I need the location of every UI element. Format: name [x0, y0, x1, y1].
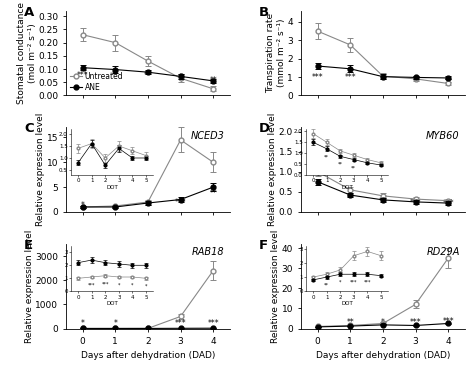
Text: **: **	[111, 71, 119, 80]
Text: **: **	[210, 189, 217, 198]
Legend: Untreated, ANE: Untreated, ANE	[70, 72, 123, 92]
Text: RD29A: RD29A	[426, 247, 460, 257]
Text: **: **	[346, 194, 354, 203]
Text: **: **	[379, 196, 387, 205]
Text: **: **	[210, 76, 217, 85]
Y-axis label: Transpiration rate
(mmol m⁻² s⁻¹): Transpiration rate (mmol m⁻² s⁻¹)	[266, 13, 286, 93]
Y-axis label: Relative expression level: Relative expression level	[268, 113, 277, 226]
Text: *: *	[179, 73, 182, 82]
Text: ***: ***	[208, 319, 219, 327]
Text: ***: ***	[175, 198, 186, 207]
Text: *: *	[381, 318, 385, 327]
Text: ***: ***	[175, 319, 186, 328]
Text: B: B	[259, 6, 269, 19]
Y-axis label: Relative expression level: Relative expression level	[271, 230, 280, 343]
Text: ***: ***	[410, 198, 421, 207]
Text: F: F	[259, 239, 268, 252]
X-axis label: Days after dehydration (DAD): Days after dehydration (DAD)	[316, 351, 450, 360]
Text: ***: ***	[410, 318, 421, 327]
Text: A: A	[24, 6, 34, 19]
Text: **: **	[144, 71, 152, 80]
Y-axis label: Relative expression level: Relative expression level	[25, 230, 34, 343]
Text: MYB60: MYB60	[426, 131, 460, 141]
Text: ***: ***	[345, 73, 356, 82]
Text: RAB18: RAB18	[192, 247, 225, 257]
Text: ***: ***	[77, 70, 89, 80]
Text: **: **	[444, 77, 452, 86]
Text: *: *	[81, 319, 85, 328]
Text: **: **	[346, 318, 354, 327]
Text: *: *	[81, 201, 85, 211]
Text: NCED3: NCED3	[191, 131, 225, 141]
Y-axis label: Relative expression level: Relative expression level	[36, 113, 45, 226]
Text: ***: ***	[442, 199, 454, 208]
Text: *: *	[113, 319, 117, 328]
X-axis label: Days after dehydration (DAD): Days after dehydration (DAD)	[81, 351, 215, 360]
Text: D: D	[259, 122, 270, 135]
Text: *: *	[414, 76, 418, 85]
Text: E: E	[24, 239, 33, 252]
Text: C: C	[24, 122, 34, 135]
Text: ***: ***	[312, 73, 323, 82]
Text: ***: ***	[442, 317, 454, 326]
Y-axis label: Stomatal conductance
(mol m⁻² s⁻¹): Stomatal conductance (mol m⁻² s⁻¹)	[17, 2, 36, 104]
